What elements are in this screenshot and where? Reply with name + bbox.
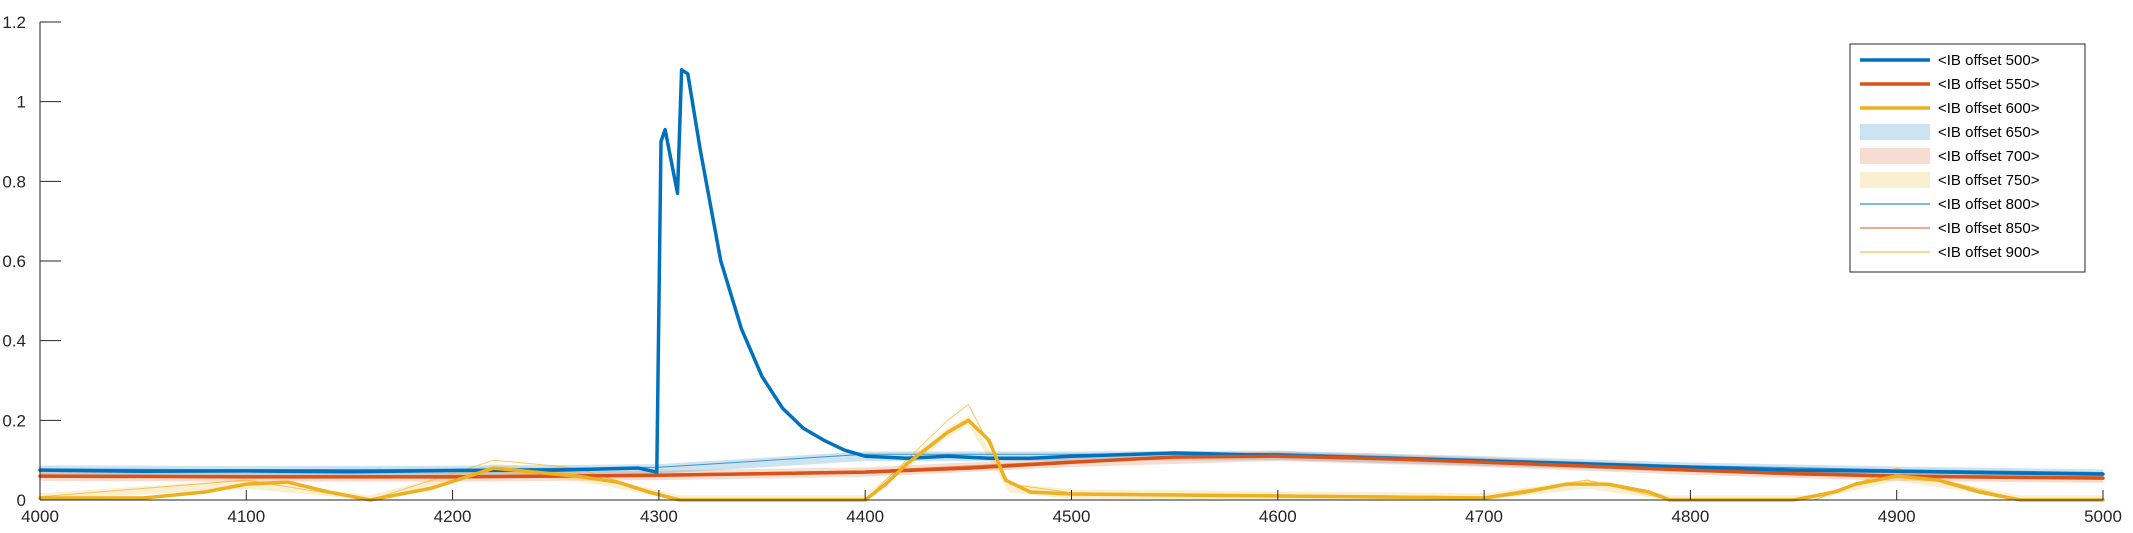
y-tick-label: 0.4 bbox=[2, 332, 26, 351]
legend-item: <IB offset 600> bbox=[1860, 100, 2040, 117]
legend-label: <IB offset 900> bbox=[1938, 244, 2040, 261]
legend-swatch bbox=[1860, 124, 1930, 140]
x-tick-label: 4300 bbox=[640, 507, 678, 526]
x-tick-label: 4700 bbox=[1465, 507, 1503, 526]
series-line-ib-offset-800 bbox=[39, 452, 2104, 473]
x-tick-label: 4800 bbox=[1671, 507, 1709, 526]
legend: <IB offset 500> <IB offset 550> <IB offset… bbox=[1849, 43, 2086, 273]
series-band-ib-offset-750 bbox=[40, 415, 2103, 500]
legend-swatch bbox=[1860, 172, 1930, 188]
y-tick-label: 0 bbox=[17, 491, 26, 510]
x-tick-label: 4500 bbox=[1053, 507, 1091, 526]
x-tick-label: 4900 bbox=[1878, 507, 1916, 526]
legend-item: <IB offset 500> bbox=[1860, 52, 2040, 69]
legend-item: <IB offset 900> bbox=[1860, 244, 2040, 261]
legend-label: <IB offset 850> bbox=[1938, 220, 2040, 237]
x-tick-label: 5000 bbox=[2084, 507, 2122, 526]
legend-label: <IB offset 600> bbox=[1938, 100, 2040, 117]
legend-item: <IB offset 800> bbox=[1860, 196, 2040, 213]
y-tick-label: 1 bbox=[17, 93, 26, 112]
series-line-ib-offset-600 bbox=[38, 418, 2105, 502]
plot-area bbox=[40, 22, 2103, 500]
y-tick-label: 0.8 bbox=[2, 172, 26, 191]
y-tick-label: 0.6 bbox=[2, 252, 26, 271]
legend-item: <IB offset 850> bbox=[1860, 220, 2040, 237]
x-tick-label: 4600 bbox=[1259, 507, 1297, 526]
series-layer bbox=[38, 68, 2105, 502]
legend-item: <IB offset 550> bbox=[1860, 76, 2040, 93]
legend-label: <IB offset 650> bbox=[1938, 124, 2040, 141]
legend-swatch bbox=[1860, 148, 1930, 164]
x-tick-label: 4000 bbox=[21, 507, 59, 526]
plot-background bbox=[40, 22, 2103, 500]
x-tick-label: 4200 bbox=[434, 507, 472, 526]
x-tick-label: 4400 bbox=[846, 507, 884, 526]
legend-item: <IB offset 700> bbox=[1860, 148, 2040, 165]
legend-box bbox=[1849, 43, 2086, 273]
legend-label: <IB offset 500> bbox=[1938, 52, 2040, 69]
legend-item: <IB offset 750> bbox=[1860, 172, 2040, 189]
y-tick-label: 0.2 bbox=[2, 411, 26, 430]
legend-label: <IB offset 750> bbox=[1938, 172, 2040, 189]
legend-item: <IB offset 650> bbox=[1860, 124, 2040, 141]
legend-label: <IB offset 550> bbox=[1938, 76, 2040, 93]
y-tick-label: 1.2 bbox=[2, 13, 26, 32]
axes: 4000 4100 4200 4300 4400 4500 4600 4700 4800 4900… bbox=[2, 13, 2122, 526]
legend-label: <IB offset 800> bbox=[1938, 196, 2040, 213]
series-line-ib-offset-550 bbox=[38, 454, 2105, 480]
x-tick-label: 4100 bbox=[227, 507, 265, 526]
legend-label: <IB offset 700> bbox=[1938, 148, 2040, 165]
